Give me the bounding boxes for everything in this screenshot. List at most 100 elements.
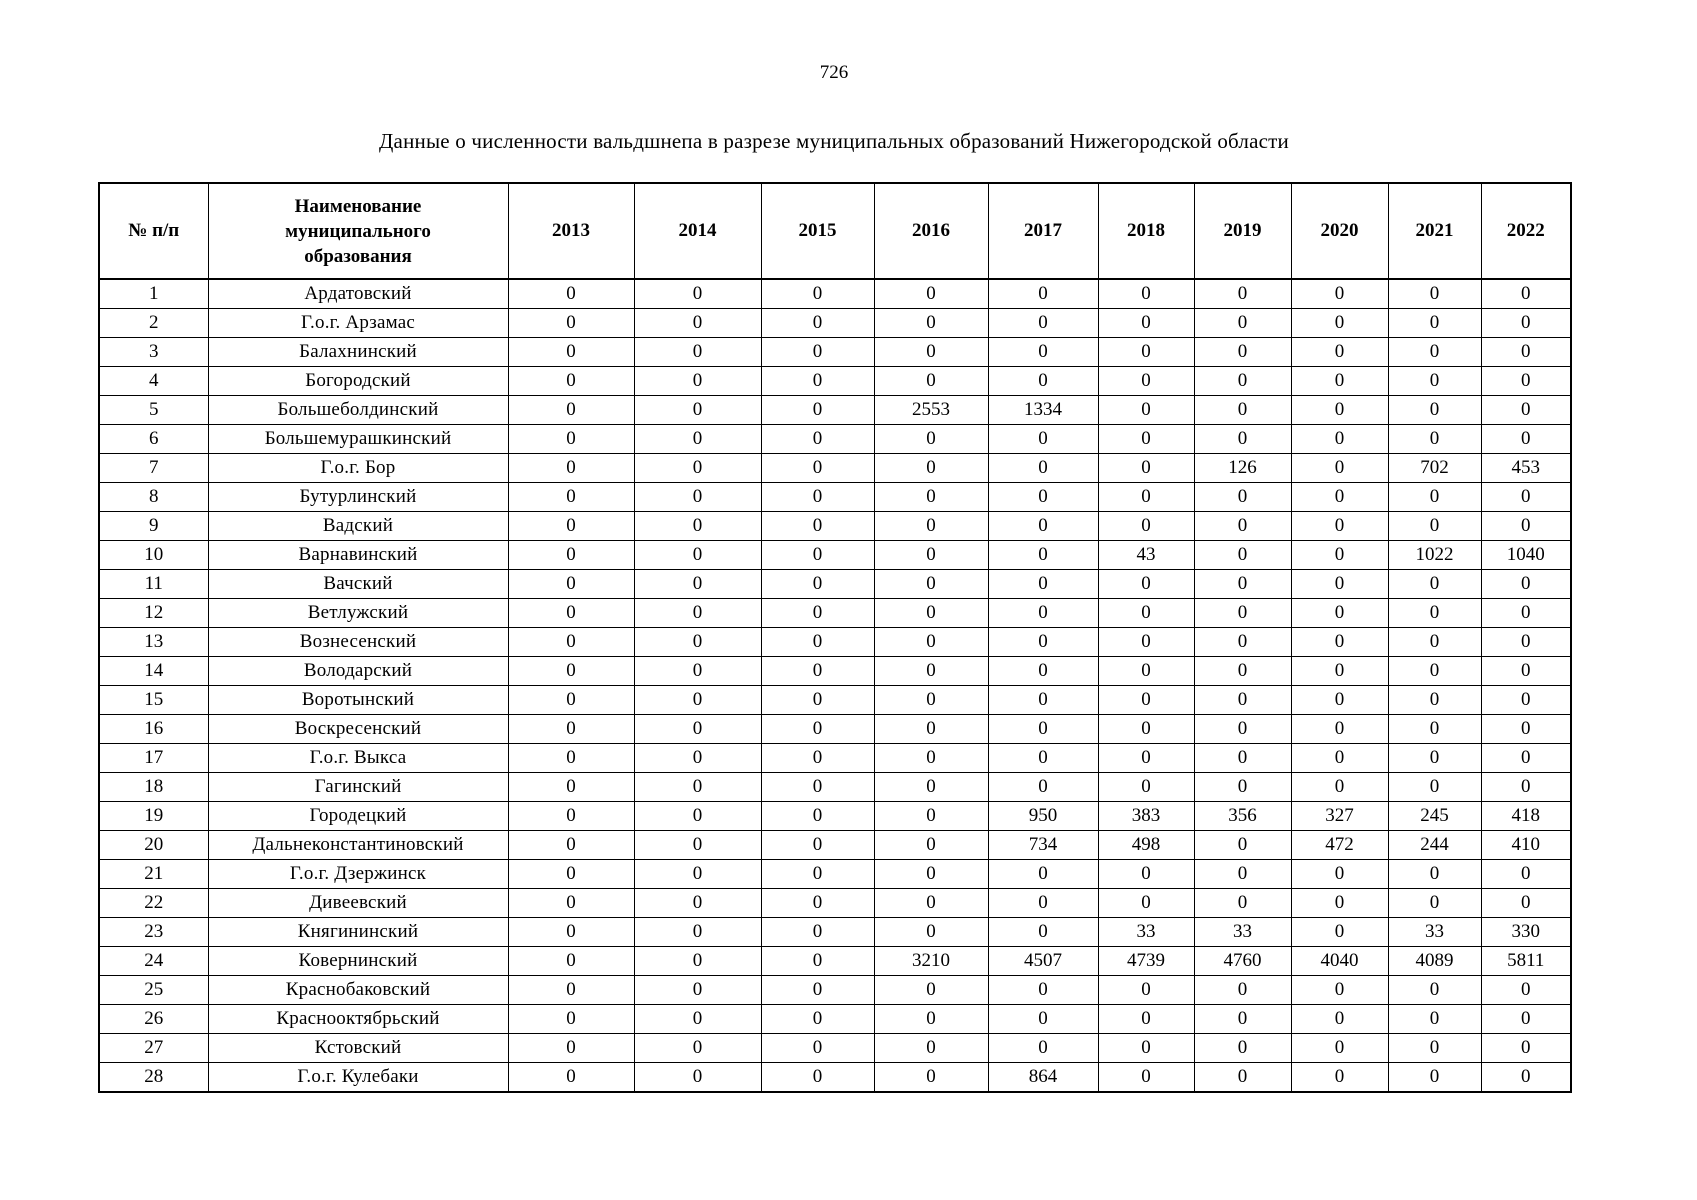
year-value: 0 (873, 1062, 989, 1093)
municipality-name: Большемурашкинский (207, 424, 509, 454)
year-value: 0 (987, 656, 1099, 686)
year-value: 0 (1290, 685, 1389, 715)
year-value: 356 (1193, 801, 1292, 831)
year-value: 0 (633, 278, 762, 309)
year-value: 0 (1193, 888, 1292, 918)
header-year-2019: 2019 (1193, 182, 1292, 280)
year-value: 0 (873, 569, 989, 599)
year-value: 0 (1193, 366, 1292, 396)
year-value: 0 (507, 569, 635, 599)
year-value: 0 (873, 482, 989, 512)
year-value: 0 (1480, 975, 1572, 1005)
year-value: 0 (507, 888, 635, 918)
row-number: 10 (98, 540, 209, 570)
municipality-name: Вознесенский (207, 627, 509, 657)
municipality-name: Г.о.г. Арзамас (207, 308, 509, 338)
year-value: 0 (873, 772, 989, 802)
year-value: 0 (1480, 366, 1572, 396)
year-value: 0 (987, 627, 1099, 657)
year-value: 0 (1193, 278, 1292, 309)
document-page: 726 Данные о численности вальдшнепа в ра… (98, 0, 1572, 1093)
year-value: 0 (1480, 714, 1572, 744)
year-value: 0 (873, 540, 989, 570)
year-value: 0 (1387, 482, 1482, 512)
year-value: 0 (1387, 511, 1482, 541)
year-value: 0 (633, 946, 762, 976)
year-value: 0 (1097, 278, 1195, 309)
year-value: 0 (1290, 1062, 1389, 1093)
year-value: 0 (633, 772, 762, 802)
year-value: 0 (633, 511, 762, 541)
year-value: 0 (760, 714, 875, 744)
year-value: 0 (1097, 337, 1195, 367)
year-value: 0 (760, 308, 875, 338)
year-value: 0 (1097, 975, 1195, 1005)
year-value: 0 (1097, 772, 1195, 802)
year-value: 0 (1097, 714, 1195, 744)
year-value: 0 (1290, 975, 1389, 1005)
year-value: 0 (507, 482, 635, 512)
year-value: 0 (1097, 453, 1195, 483)
year-value: 0 (507, 859, 635, 889)
year-value: 0 (987, 1033, 1099, 1063)
municipality-name: Краснобаковский (207, 975, 509, 1005)
year-value: 0 (1097, 395, 1195, 425)
year-value: 0 (1387, 656, 1482, 686)
year-value: 33 (1387, 917, 1482, 947)
year-value: 0 (633, 830, 762, 860)
row-number: 16 (98, 714, 209, 744)
year-value: 0 (1290, 598, 1389, 628)
table-row: 26 Краснооктябрьский 0 0 0 0 0 0 0 0 0 0 (98, 1004, 1572, 1034)
year-value: 244 (1387, 830, 1482, 860)
year-value: 0 (873, 366, 989, 396)
year-value: 0 (1387, 888, 1482, 918)
year-value: 0 (760, 453, 875, 483)
year-value: 4040 (1290, 946, 1389, 976)
row-number: 25 (98, 975, 209, 1005)
year-value: 0 (1290, 540, 1389, 570)
year-value: 1334 (987, 395, 1099, 425)
year-value: 0 (1290, 743, 1389, 773)
year-value: 0 (1097, 482, 1195, 512)
year-value: 0 (1480, 395, 1572, 425)
year-value: 0 (760, 1033, 875, 1063)
table-row: 12 Ветлужский 0 0 0 0 0 0 0 0 0 0 (98, 598, 1572, 628)
municipality-name: Воротынский (207, 685, 509, 715)
year-value: 0 (507, 337, 635, 367)
municipality-name: Кстовский (207, 1033, 509, 1063)
table-row: 28 Г.о.г. Кулебаки 0 0 0 0 864 0 0 0 0 0 (98, 1062, 1572, 1093)
year-value: 33 (1193, 917, 1292, 947)
municipality-name: Краснооктябрьский (207, 1004, 509, 1034)
year-value: 0 (1290, 1004, 1389, 1034)
year-value: 0 (1097, 598, 1195, 628)
year-value: 0 (1480, 1033, 1572, 1063)
year-value: 0 (1290, 859, 1389, 889)
table-row: 14 Володарский 0 0 0 0 0 0 0 0 0 0 (98, 656, 1572, 686)
table-row: 6 Большемурашкинский 0 0 0 0 0 0 0 0 0 0 (98, 424, 1572, 454)
year-value: 1022 (1387, 540, 1482, 570)
header-year-2022: 2022 (1480, 182, 1572, 280)
year-value: 498 (1097, 830, 1195, 860)
year-value: 0 (1387, 627, 1482, 657)
year-value: 0 (1193, 1033, 1292, 1063)
municipality-name: Варнавинский (207, 540, 509, 570)
row-number: 6 (98, 424, 209, 454)
year-value: 0 (987, 772, 1099, 802)
year-value: 0 (633, 714, 762, 744)
year-value: 0 (633, 859, 762, 889)
year-value: 0 (1387, 569, 1482, 599)
year-value: 0 (507, 685, 635, 715)
year-value: 0 (1097, 627, 1195, 657)
row-number: 17 (98, 743, 209, 773)
year-value: 0 (1290, 424, 1389, 454)
row-number: 26 (98, 1004, 209, 1034)
year-value: 0 (633, 1004, 762, 1034)
table-row: 18 Гагинский 0 0 0 0 0 0 0 0 0 0 (98, 772, 1572, 802)
year-value: 0 (507, 743, 635, 773)
table-row: 27 Кстовский 0 0 0 0 0 0 0 0 0 0 (98, 1033, 1572, 1063)
row-number: 20 (98, 830, 209, 860)
year-value: 0 (760, 946, 875, 976)
table-row: 22 Дивеевский 0 0 0 0 0 0 0 0 0 0 (98, 888, 1572, 918)
year-value: 0 (987, 482, 1099, 512)
year-value: 327 (1290, 801, 1389, 831)
